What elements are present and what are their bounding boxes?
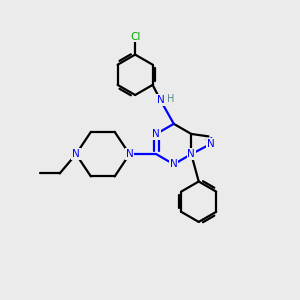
Text: N: N bbox=[157, 95, 164, 105]
Text: H: H bbox=[167, 94, 174, 104]
Text: Cl: Cl bbox=[130, 32, 140, 42]
Text: N: N bbox=[126, 149, 134, 159]
Text: N: N bbox=[207, 139, 214, 149]
Text: N: N bbox=[72, 149, 80, 159]
Text: N: N bbox=[170, 159, 178, 169]
Text: N: N bbox=[152, 129, 160, 139]
Text: N: N bbox=[188, 149, 195, 159]
